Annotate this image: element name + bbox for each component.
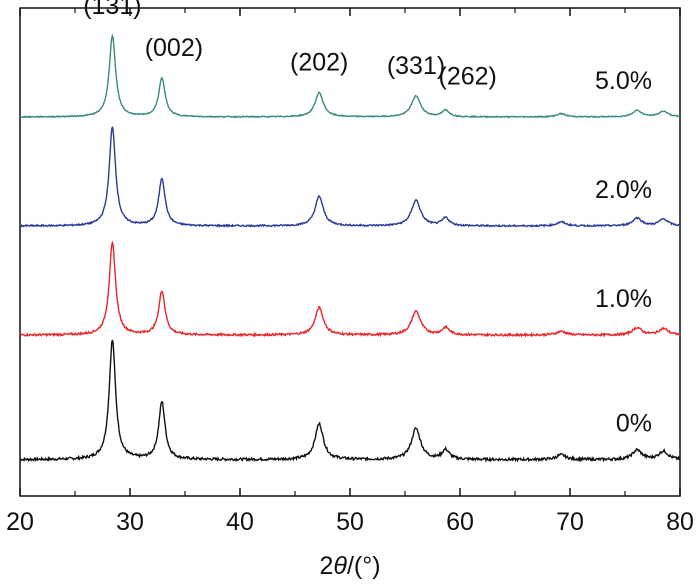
peak-label: (131) bbox=[83, 0, 141, 20]
peak-label: (331) bbox=[387, 52, 445, 80]
series-label-0-: 0% bbox=[616, 410, 652, 438]
x-axis-title: 2θ/(°) bbox=[319, 552, 380, 580]
x-tick-label: 60 bbox=[446, 508, 474, 536]
series-line-2-0- bbox=[19, 126, 681, 228]
x-tick-label: 80 bbox=[666, 508, 694, 536]
x-tick-label: 40 bbox=[226, 508, 254, 536]
series-layer bbox=[19, 33, 681, 463]
x-tick-label: 70 bbox=[556, 508, 584, 536]
series-label-2-0-: 2.0% bbox=[595, 176, 652, 204]
peak-label: (202) bbox=[290, 49, 348, 77]
peak-label-layer: (131)(002) (202) (331)(262) bbox=[83, 0, 497, 91]
series-label-layer: 0% 1.0% 2.0% 5.0% bbox=[595, 67, 652, 438]
tick-layer: 20 30 40 50 60 70 80 bbox=[6, 8, 694, 536]
series-label-5-0-: 5.0% bbox=[595, 67, 652, 95]
peak-label: (002) bbox=[145, 34, 203, 62]
series-line-1-0- bbox=[19, 240, 681, 338]
series-line-0- bbox=[19, 339, 681, 463]
x-tick-label: 30 bbox=[116, 508, 144, 536]
series-label-1-0-: 1.0% bbox=[595, 285, 652, 313]
x-tick-label: 20 bbox=[6, 508, 34, 536]
series-line-5-0- bbox=[19, 33, 681, 119]
x-tick-label: 50 bbox=[336, 508, 364, 536]
peak-label: (262) bbox=[439, 63, 497, 91]
